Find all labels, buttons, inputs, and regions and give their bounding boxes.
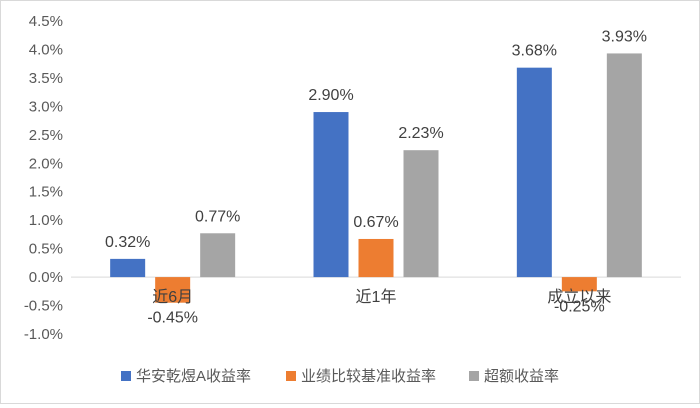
data-label: 2.90% xyxy=(308,87,353,104)
legend-label: 业绩比较基准收益率 xyxy=(301,367,436,385)
legend: 华安乾煜A收益率 业绩比较基准收益率 超额收益率 xyxy=(121,367,559,385)
x-axis-categories: 近6月 近1年 成立以来 xyxy=(152,288,611,306)
y-tick-label: 2.0% xyxy=(29,155,63,172)
data-label: -0.45% xyxy=(147,310,198,327)
bars: 0.32% 2.90% 3.68% -0.45% 0.67% -0.25% 0.77% 2.2… xyxy=(105,28,647,326)
bar xyxy=(358,238,394,278)
y-tick-label: 4.5% xyxy=(29,13,63,30)
bar xyxy=(155,277,191,303)
bar xyxy=(313,112,349,278)
legend-swatch xyxy=(469,371,479,381)
bar xyxy=(403,150,439,278)
y-tick-label: -1.0% xyxy=(24,326,63,343)
data-label: -0.25% xyxy=(554,298,605,315)
legend-swatch xyxy=(121,371,131,381)
bar xyxy=(110,258,146,278)
category-label: 成立以来 xyxy=(547,288,611,306)
legend-swatch xyxy=(286,371,296,381)
y-tick-label: 0.0% xyxy=(29,269,63,286)
bar xyxy=(200,233,236,278)
y-tick-label: 1.5% xyxy=(29,184,63,201)
bar xyxy=(606,53,642,278)
legend-label: 超额收益率 xyxy=(484,368,559,385)
category-label: 近6月 xyxy=(152,288,193,306)
y-tick-label: 1.0% xyxy=(29,212,63,229)
y-axis: 4.5% 4.0% 3.5% 3.0% 2.5% 2.0% 1.5% 1.0% 0.5% 0.0%… xyxy=(24,13,63,343)
data-label: 0.32% xyxy=(105,234,150,251)
category-label: 近1年 xyxy=(356,288,397,306)
y-tick-label: 3.0% xyxy=(29,98,63,115)
bar xyxy=(516,67,552,278)
y-tick-label: -0.5% xyxy=(24,298,63,315)
legend-label: 华安乾煜A收益率 xyxy=(136,368,251,385)
data-label: 0.77% xyxy=(195,208,240,225)
data-label: 2.23% xyxy=(398,125,443,142)
data-label: 3.68% xyxy=(512,43,557,60)
y-tick-label: 4.0% xyxy=(29,41,63,58)
data-label: 3.93% xyxy=(602,28,647,45)
y-tick-label: 3.5% xyxy=(29,70,63,87)
y-tick-label: 0.5% xyxy=(29,241,63,258)
bar xyxy=(561,277,597,292)
data-label: 0.67% xyxy=(353,214,398,231)
y-tick-label: 2.5% xyxy=(29,127,63,144)
